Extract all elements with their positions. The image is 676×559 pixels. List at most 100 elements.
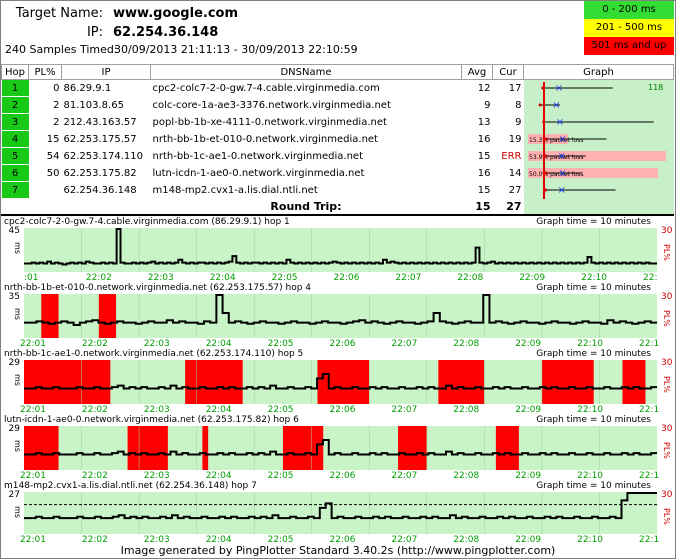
time-tick: 22:01 (20, 471, 46, 481)
panel-ms-label: ms (13, 374, 22, 386)
hop-cur: 27 (508, 184, 522, 196)
time-tick: 22:06 (329, 471, 356, 481)
time-tick: 22:06 (329, 339, 356, 349)
time-tick: 22:02 (85, 273, 112, 283)
loss-block (495, 426, 519, 470)
hop-pl (29, 182, 62, 199)
col-hop[interactable]: Hop (1, 64, 29, 80)
hop-dns: cpc2-colc7-2-0-gw.7-4.cable.virginmedia.… (152, 82, 380, 94)
hop-avg: 16 (477, 133, 491, 145)
panel-ymax: 29 (8, 424, 20, 434)
time-tick: 22:04 (205, 339, 232, 349)
time-tick: 22:05 (267, 471, 294, 481)
table-row[interactable]: 5 54 62.253.174.110 nrth-bb-1c-ae1-0.networ… (1, 147, 674, 165)
time-tick: 22:01 (20, 405, 46, 415)
table-row[interactable]: 7 62.254.36.148 m148-mp2.cvx1-a.lis.dial.n… (1, 181, 674, 199)
loss-text: 53.9% packet loss (529, 154, 584, 161)
time-tick: 22:06 (333, 273, 360, 283)
panel-graph-time: Graph time = 10 minutes (536, 349, 651, 359)
avg-dot (544, 137, 548, 141)
hop-ip: 86.29.9.1 (63, 82, 112, 94)
target-name-value: www.google.com (113, 6, 239, 21)
hop-cur: 17 (508, 82, 522, 94)
hop-pl: 2 (53, 99, 60, 111)
hop-number: 3 (1, 113, 29, 131)
hop-mini-graph: 53.9% packet loss× (527, 151, 666, 162)
samples-range: 30/09/2013 21:11:13 - 30/09/2013 22:10:5… (114, 43, 358, 56)
panel-pl-label: PL% (662, 508, 671, 525)
panel-graph-time: Graph time = 10 minutes (536, 481, 651, 491)
col-graph[interactable]: Graph (523, 64, 674, 80)
hop-graph: × 118 (523, 79, 674, 97)
time-tick: 22:05 (267, 339, 294, 349)
hops-table: Hop PL% IP DNSName Avg Cur Graph 1 0 86.29… (1, 64, 674, 215)
cur-marker: × (554, 83, 562, 94)
time-tick: 22:09 (519, 273, 546, 283)
hop-pl: 0 (53, 82, 60, 94)
panel-title: lutn-icdn-1-ae0-0.network.virginmedia.ne… (4, 415, 299, 425)
cur-marker: × (555, 117, 563, 128)
time-tick: 22:04 (205, 405, 232, 415)
time-tick: 22:09 (515, 535, 542, 545)
latency-line (24, 439, 657, 456)
hop-avg: 13 (477, 116, 491, 128)
hop-cur: 19 (508, 133, 522, 145)
target-name-label: Target Name: (15, 6, 103, 21)
time-tick: 22:09 (515, 339, 542, 349)
loss-text: 50.0% packet loss (529, 171, 584, 178)
panel-pl-label: PL% (662, 310, 671, 327)
time-tick: 22:03 (143, 471, 170, 481)
legend-green: 0 - 200 ms (584, 1, 674, 19)
legend-red: 501 ms and up (584, 37, 674, 55)
loss-block (185, 360, 243, 404)
hop-number: 5 (1, 147, 29, 165)
table-row[interactable]: 1 0 86.29.9.1 cpc2-colc7-2-0-gw.7-4.cable.v… (1, 79, 674, 97)
time-tick: 22:06 (329, 405, 356, 415)
hop-number: 2 (1, 96, 29, 114)
panel-pct: 30 (661, 490, 673, 500)
hop-graph: × (523, 96, 674, 114)
hop-mini-graph: 15.3% packet loss× (527, 134, 606, 145)
hop-graph: × (523, 181, 674, 199)
table-row[interactable]: 4 15 62.253.175.57 nrth-bb-1b-et-010-0.netw… (1, 130, 674, 148)
col-dns[interactable]: DNSName (150, 64, 462, 80)
hop-dns: popl-bb-1b-xe-4111-0.network.virginmedia… (152, 116, 387, 128)
time-tick: 22:02 (81, 471, 108, 481)
hop-number: 6 (1, 164, 29, 182)
col-avg[interactable]: Avg (461, 64, 493, 80)
time-tick: 22:10 (581, 273, 608, 283)
cur-marker: × (552, 100, 560, 111)
samples-label: 240 Samples Timed: (5, 43, 118, 56)
time-tick: 22:08 (457, 273, 484, 283)
table-row[interactable]: 6 50 62.253.175.82 lutn-icdn-1-ae0-0.networ… (1, 164, 674, 182)
time-tick: 22:10 (577, 471, 604, 481)
hop-mini-graph: × (538, 100, 560, 111)
time-tick: 22:03 (143, 339, 170, 349)
hop-graph: 15.3% packet loss × (523, 130, 674, 148)
avg-dot (538, 103, 542, 107)
hop-avg: 9 (484, 99, 491, 111)
hop-avg: 15 (477, 184, 491, 196)
hop-cur: 14 (508, 167, 522, 179)
cur-marker: × (558, 134, 566, 145)
loss-block (24, 426, 59, 470)
time-tick: 22:04 (209, 273, 236, 283)
footer: Image generated by PingPlotter Standard … (120, 544, 556, 557)
hop-number: 1 (1, 79, 29, 97)
panel-pl-label: PL% (662, 244, 671, 261)
round-trip-avg: 15 (475, 200, 491, 214)
time-tick: 22:04 (205, 471, 232, 481)
col-pl[interactable]: PL% (28, 64, 62, 80)
table-row[interactable]: 2 2 81.103.8.65 colc-core-1a-ae3-3376.netwo… (1, 96, 674, 114)
time-tick: 22:07 (391, 339, 418, 349)
table-row[interactable]: 3 2 212.43.163.57 popl-bb-1b-xe-4111-0.netw… (1, 113, 674, 131)
loss-text: 15.3% packet loss (529, 137, 584, 144)
col-ip[interactable]: IP (61, 64, 151, 80)
col-cur[interactable]: Cur (492, 64, 524, 80)
latency-line (24, 228, 657, 266)
hop-ip: 212.43.163.57 (63, 116, 137, 128)
hop-avg: 16 (477, 167, 491, 179)
loss-block (317, 360, 370, 404)
panel-title: nrth-bb-1c-ae1-0.network.virginmedia.net… (4, 349, 304, 359)
panel-ms-label: ms (13, 506, 22, 518)
